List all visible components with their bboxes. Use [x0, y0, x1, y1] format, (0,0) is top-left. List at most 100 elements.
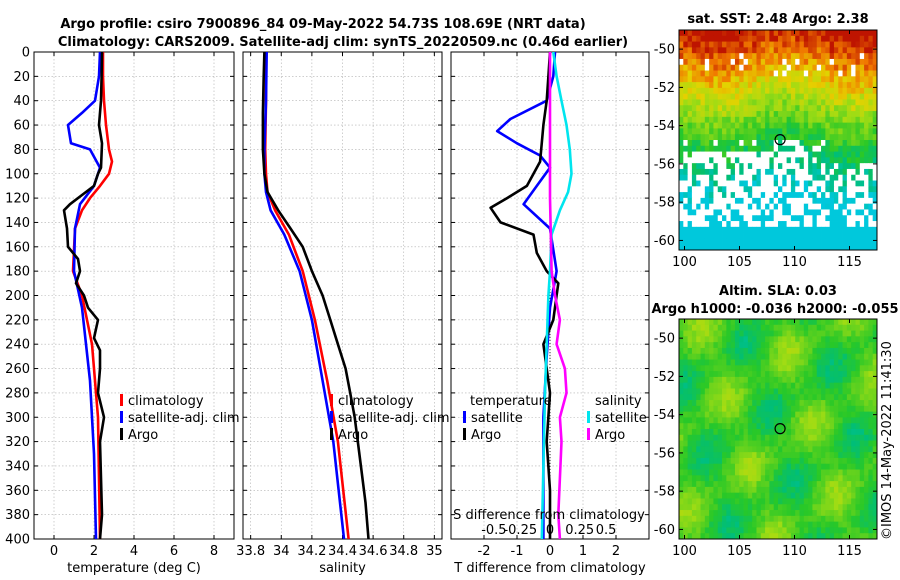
map-cell	[868, 434, 874, 441]
map-cell	[808, 41, 813, 48]
map-cell	[743, 498, 749, 505]
map-cell	[833, 53, 839, 60]
map-x-tick-label: 100	[672, 544, 697, 559]
map-cell	[816, 457, 822, 465]
map-cell	[734, 209, 740, 216]
map-cell	[838, 53, 843, 60]
map-cell	[679, 440, 684, 447]
map-cell	[752, 417, 757, 424]
map-cell	[859, 145, 865, 152]
map-cell	[709, 475, 714, 482]
map-cell	[859, 238, 865, 245]
map-cell	[803, 41, 809, 48]
map-cell	[734, 221, 740, 228]
map-cell	[722, 365, 727, 372]
map-cell	[829, 521, 835, 528]
map-cell	[726, 238, 732, 245]
map-cell	[799, 168, 805, 176]
map-cell	[786, 521, 792, 528]
map-cell	[773, 400, 779, 407]
map-cell	[747, 492, 753, 499]
map-cell	[799, 30, 805, 37]
map-cell	[691, 510, 697, 517]
map-cell	[752, 192, 757, 199]
map-cell	[747, 174, 753, 181]
map-cell	[756, 324, 762, 331]
map-cell	[722, 87, 727, 95]
map-cell	[743, 400, 749, 407]
map-cell	[739, 469, 744, 476]
map-cell	[829, 244, 835, 251]
map-cell	[872, 400, 878, 407]
map-cell	[709, 405, 714, 413]
map-cell	[851, 215, 856, 222]
map-cell	[872, 486, 878, 494]
map-cell	[739, 221, 744, 228]
map-cell	[864, 180, 869, 187]
map-cell	[859, 168, 865, 176]
map-cell	[683, 122, 688, 129]
map-cell	[752, 481, 757, 488]
map-cell	[829, 388, 835, 395]
map-cell	[851, 58, 856, 66]
map-cell	[773, 376, 779, 384]
map-cell	[713, 140, 719, 147]
map-cell	[760, 429, 766, 436]
map-cell	[825, 87, 831, 95]
map-cell	[700, 498, 706, 505]
map-cell	[683, 128, 688, 135]
map-x-tick-label: 110	[782, 255, 807, 270]
map-cell	[790, 492, 796, 499]
map-cell	[747, 319, 753, 326]
map-cell	[691, 434, 697, 441]
map-cell	[679, 469, 684, 476]
map-cell	[812, 215, 818, 222]
map-cell	[786, 388, 792, 395]
map-cell	[872, 330, 878, 337]
map-cell	[765, 319, 770, 326]
map-cell	[799, 157, 805, 164]
map-cell	[872, 105, 878, 112]
map-cell	[687, 510, 693, 517]
map-cell	[829, 30, 835, 37]
map-cell	[803, 221, 809, 228]
map-cell	[704, 70, 710, 77]
map-cell	[786, 105, 792, 112]
map-cell	[851, 134, 856, 141]
map-cell	[700, 492, 706, 499]
map-cell	[859, 388, 865, 395]
map-cell	[795, 157, 800, 164]
map-cell	[743, 53, 749, 60]
map-cell	[687, 417, 693, 424]
map-cell	[730, 134, 736, 141]
map-cell	[713, 353, 719, 360]
map-cell	[691, 203, 697, 210]
map-cell	[713, 521, 719, 528]
map-cell	[722, 128, 727, 135]
map-cell	[872, 498, 878, 505]
map-cell	[833, 76, 839, 83]
map-cell	[851, 47, 856, 54]
map-cell	[679, 99, 684, 106]
map-cell	[683, 405, 688, 413]
map-cell	[842, 475, 848, 482]
map-cell	[855, 180, 861, 187]
map-cell	[743, 481, 749, 488]
map-cell	[709, 388, 714, 395]
map-cell	[790, 434, 796, 441]
map-cell	[790, 376, 796, 384]
map-cell	[833, 64, 839, 71]
map-cell	[868, 417, 874, 424]
map-cell	[722, 64, 727, 71]
map-cell	[868, 510, 874, 517]
map-cell	[868, 347, 874, 355]
map-cell	[833, 504, 839, 511]
map-cell	[760, 388, 766, 395]
map-cell	[842, 134, 848, 141]
map-cell	[816, 30, 822, 37]
legend-swatch-t-satellite	[463, 411, 466, 423]
map-cell	[734, 145, 740, 152]
map-cell	[709, 116, 714, 124]
map-cell	[752, 498, 757, 505]
